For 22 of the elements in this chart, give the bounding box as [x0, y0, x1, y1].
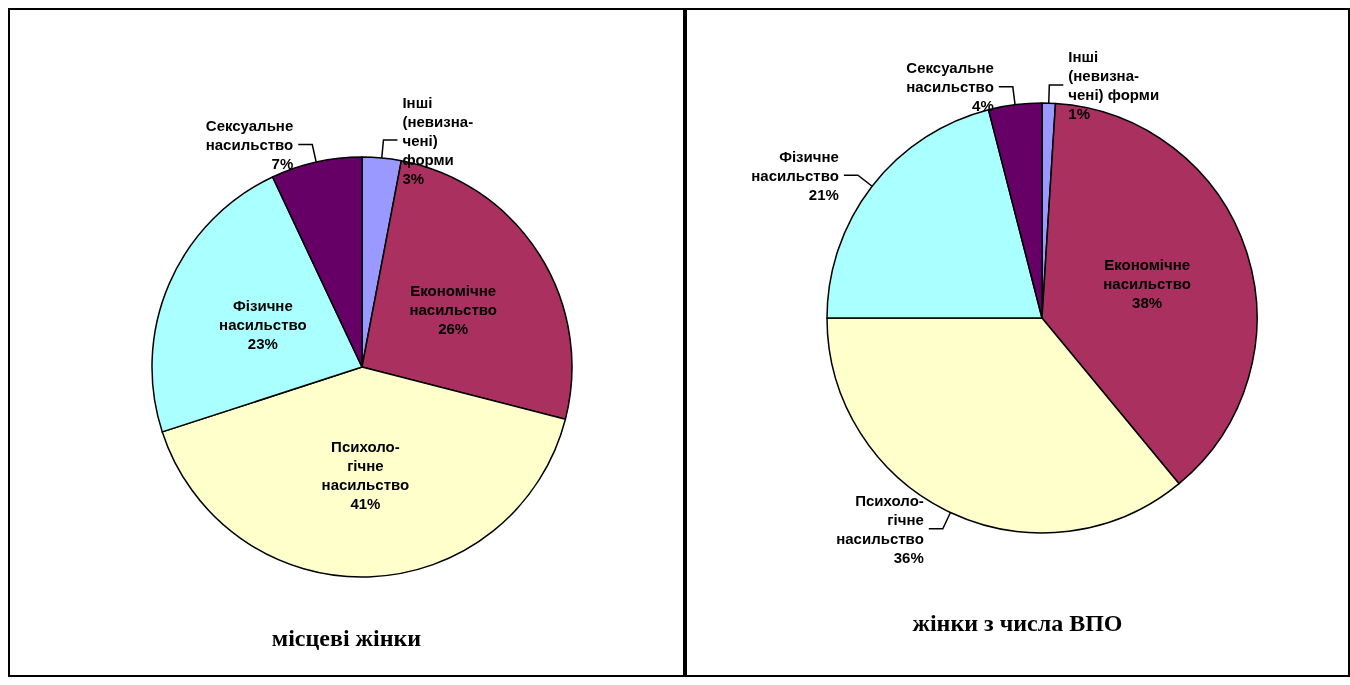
- slice-label: Фізичне насильство: [751, 147, 839, 184]
- text: жінки з числа ВПО: [912, 610, 1123, 636]
- data-label: 21%: [808, 185, 839, 203]
- slice-label: Психоло- гічне насильство: [836, 491, 924, 547]
- slice-label: Економічне насильство: [409, 281, 497, 318]
- slice-label: Економічне насильство: [1103, 256, 1191, 293]
- data-label: 36%: [893, 548, 924, 566]
- slice-label: Фізичне насильство: [219, 296, 307, 333]
- data-label: 3%: [402, 169, 425, 187]
- data-label: 41%: [350, 494, 381, 512]
- slice-label: Інші (невизна- чені) форми: [1068, 48, 1160, 104]
- data-label: 23%: [247, 334, 278, 352]
- slice-label: Сексуальне насильство: [906, 59, 994, 96]
- slice-label: Сексуальне насильство: [205, 116, 294, 153]
- slice-label: Інші (невизна- чені) форми: [402, 93, 474, 168]
- slice-label: Психоло- гічне насильство: [321, 437, 410, 493]
- data-label: 4%: [972, 97, 994, 115]
- data-label: 38%: [1132, 294, 1163, 312]
- data-label: 7%: [271, 154, 294, 172]
- data-label: 26%: [438, 319, 469, 337]
- text: місцеві жінки: [271, 625, 422, 651]
- data-label: 1%: [1068, 105, 1091, 123]
